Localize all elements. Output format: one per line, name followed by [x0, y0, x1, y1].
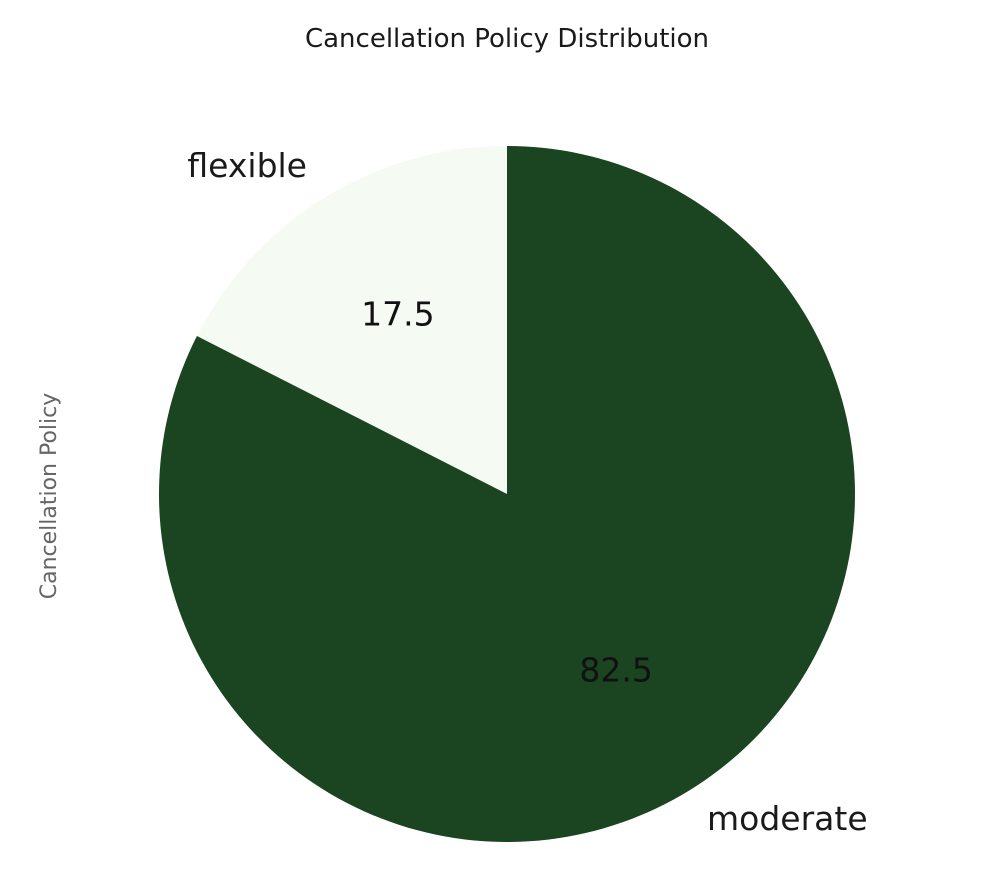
- slice-value-flexible: 17.5: [361, 294, 434, 333]
- pie-slices: [159, 146, 856, 842]
- pie-slice-moderate: [159, 146, 856, 842]
- slice-value-moderate: 82.5: [579, 651, 652, 690]
- y-axis-label: Cancellation Policy: [37, 393, 62, 600]
- pie-labels: flexible 17.5 moderate 82.5: [187, 146, 867, 838]
- slice-label-flexible: flexible: [187, 146, 307, 185]
- chart-title: Cancellation Policy Distribution: [305, 24, 709, 54]
- slice-label-moderate: moderate: [707, 799, 868, 838]
- pie-slice-flexible: [196, 146, 507, 494]
